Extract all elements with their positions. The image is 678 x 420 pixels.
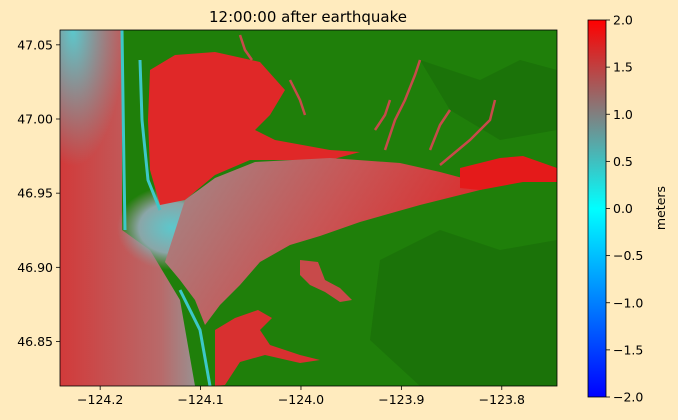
barrier-coast <box>120 30 212 386</box>
colorbar-tick-label: 0.0 <box>613 201 633 216</box>
colorbar-tick-label: −0.5 <box>613 248 643 263</box>
x-tick-label: −124.2 <box>77 392 123 407</box>
x-tick-label: −123.9 <box>378 392 424 407</box>
colorbar-ticks: 2.0 1.5 1.0 0.5 0.0 −0.5 −1.0 −1.5 −2.0 <box>606 13 643 405</box>
colorbar-tick-label: 1.0 <box>613 107 633 122</box>
map-area <box>60 30 557 386</box>
east-channel <box>460 156 557 190</box>
colorbar: 2.0 1.5 1.0 0.5 0.0 −0.5 −1.0 −1.5 −2.0 meters <box>587 13 668 405</box>
river-channels <box>238 34 497 166</box>
colorbar-tick-label: 1.5 <box>613 60 633 75</box>
x-tick-label: −124.0 <box>278 392 324 407</box>
colorbar-tick-label: −1.5 <box>613 342 643 357</box>
x-axis: −124.2 −124.1 −124.0 −123.9 −123.8 <box>77 386 525 407</box>
south-bay <box>215 310 320 386</box>
north-bay <box>148 52 360 205</box>
ocean-teal-glow <box>60 30 125 200</box>
main-bay <box>165 158 530 325</box>
south-inlet <box>300 260 352 302</box>
colorbar-tick-label: 2.0 <box>613 13 633 28</box>
terrain-shading <box>370 60 557 386</box>
plot-frame <box>59 29 558 387</box>
x-tick-label: −124.1 <box>177 392 223 407</box>
y-axis: 46.85 46.90 46.95 47.00 47.05 <box>17 37 60 349</box>
y-tick-label: 47.05 <box>17 37 53 52</box>
y-tick-label: 46.85 <box>17 334 53 349</box>
x-tick-label: −123.8 <box>479 392 525 407</box>
chart-title: 12:00:00 after earthquake <box>209 8 407 26</box>
colorbar-tick-label: −1.0 <box>613 295 643 310</box>
colorbar-tick-label: 0.5 <box>613 154 633 169</box>
y-tick-label: 46.90 <box>17 260 53 275</box>
colorbar-gradient <box>587 19 607 398</box>
colorbar-label: meters <box>653 186 668 230</box>
colorbar-tick-label: −2.0 <box>613 390 643 405</box>
y-tick-label: 47.00 <box>17 112 53 127</box>
y-tick-label: 46.95 <box>17 186 53 201</box>
